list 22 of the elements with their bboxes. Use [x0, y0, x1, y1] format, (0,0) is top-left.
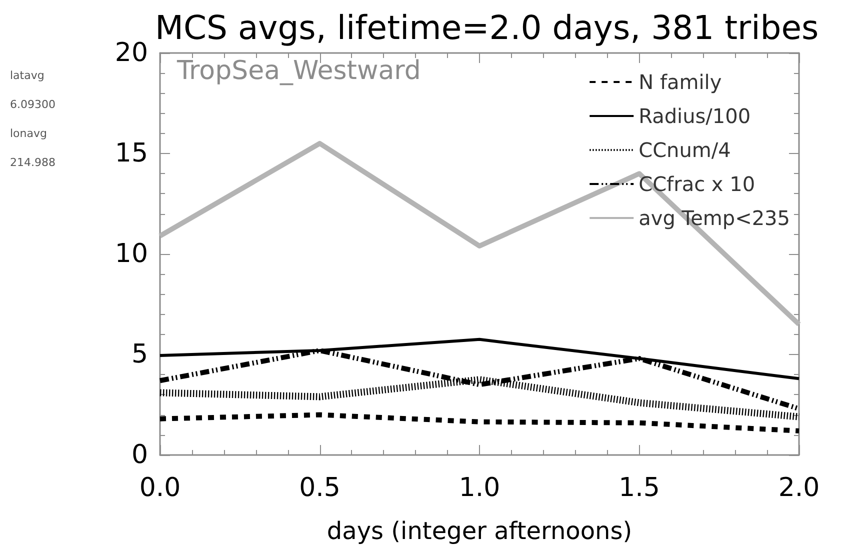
legend-label: Radius/100 [638, 104, 751, 128]
chart-title: MCS avgs, lifetime=2.0 days, 381 tribes [155, 8, 819, 47]
legend-label: N family [638, 70, 722, 94]
y-tick-label: 15 [114, 138, 148, 168]
x-tick-label: 2.0 [778, 473, 820, 503]
legend-label: CCfrac x 10 [638, 172, 756, 196]
y-tick-label: 0 [131, 440, 148, 470]
x-tick-label: 0.5 [299, 473, 340, 503]
text: latavg [10, 69, 44, 82]
legend-label: avg Temp<235 [638, 206, 790, 230]
x-tick-label: 1.0 [458, 473, 500, 503]
text: 6.09300 [10, 98, 56, 111]
y-tick-label: 10 [114, 239, 148, 269]
y-tick-label: 5 [131, 340, 148, 370]
y-tick-label: 20 [114, 38, 148, 68]
legend-label: CCnum/4 [638, 138, 731, 162]
annotation: TropSea_Westward [176, 56, 421, 86]
x-axis-title: days (integer afternoons) [326, 517, 632, 545]
text: lonavg [10, 127, 47, 140]
x-tick-label: 0.0 [139, 473, 181, 503]
x-tick-label: 1.5 [618, 473, 660, 503]
text: 214.988 [10, 156, 56, 169]
